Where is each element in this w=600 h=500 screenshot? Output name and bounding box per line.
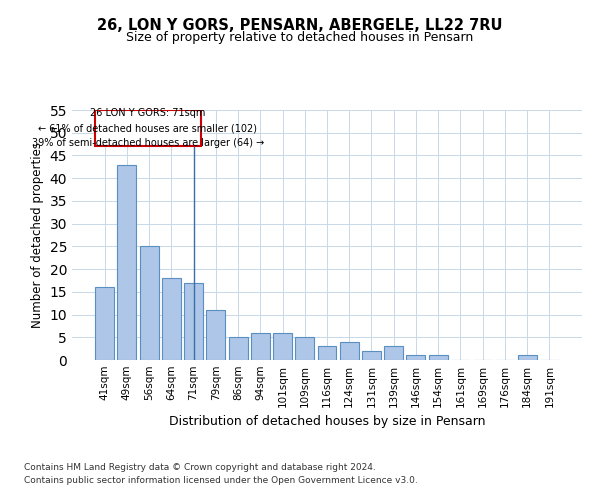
Text: Contains HM Land Registry data © Crown copyright and database right 2024.: Contains HM Land Registry data © Crown c… xyxy=(24,462,376,471)
Text: 26 LON Y GORS: 71sqm
← 61% of detached houses are smaller (102)
39% of semi-deta: 26 LON Y GORS: 71sqm ← 61% of detached h… xyxy=(32,108,264,148)
Text: Size of property relative to detached houses in Pensarn: Size of property relative to detached ho… xyxy=(127,32,473,44)
X-axis label: Distribution of detached houses by size in Pensarn: Distribution of detached houses by size … xyxy=(169,416,485,428)
Bar xyxy=(229,338,248,360)
Bar xyxy=(206,310,225,360)
Bar xyxy=(273,332,292,360)
Bar xyxy=(362,351,381,360)
Bar xyxy=(317,346,337,360)
Bar xyxy=(140,246,158,360)
Bar xyxy=(251,332,270,360)
Bar xyxy=(184,282,203,360)
Bar xyxy=(162,278,181,360)
Text: 26, LON Y GORS, PENSARN, ABERGELE, LL22 7RU: 26, LON Y GORS, PENSARN, ABERGELE, LL22 … xyxy=(97,18,503,32)
FancyBboxPatch shape xyxy=(95,110,202,146)
Bar xyxy=(518,356,536,360)
Text: Contains public sector information licensed under the Open Government Licence v3: Contains public sector information licen… xyxy=(24,476,418,485)
Bar xyxy=(406,356,425,360)
Bar xyxy=(340,342,359,360)
Bar xyxy=(118,164,136,360)
Bar xyxy=(95,288,114,360)
Bar xyxy=(295,338,314,360)
Bar xyxy=(384,346,403,360)
Bar xyxy=(429,356,448,360)
Y-axis label: Number of detached properties: Number of detached properties xyxy=(31,142,44,328)
